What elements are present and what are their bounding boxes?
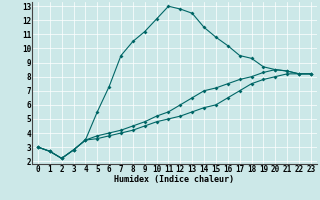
X-axis label: Humidex (Indice chaleur): Humidex (Indice chaleur) [115,175,234,184]
